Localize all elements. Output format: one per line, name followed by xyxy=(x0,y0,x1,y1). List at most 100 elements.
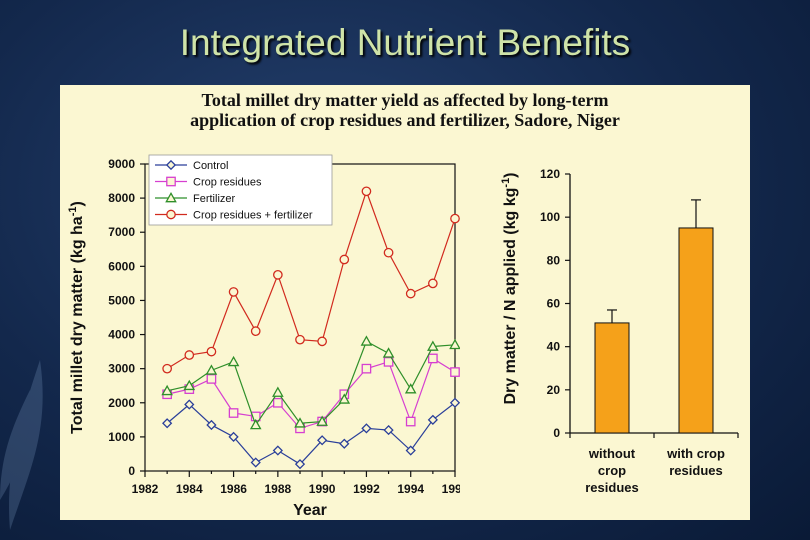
bar-chart-y-tick-label: 80 xyxy=(547,253,561,267)
legend-marker-fertilizer xyxy=(165,191,177,203)
bar-chart-y-tick-label: 40 xyxy=(547,340,561,354)
slide-title: Integrated Nutrient Benefits xyxy=(179,22,631,63)
bar-chart-y-tick-label: 20 xyxy=(547,383,561,397)
line-chart-y-tick-label: 4000 xyxy=(108,328,135,342)
data-point-control xyxy=(383,424,394,436)
bar-chart: 0 20 40 60 80 100 120 without crop residues with … xyxy=(500,167,739,495)
legend-label-crop_residues: Crop residues xyxy=(193,177,262,189)
data-point-control xyxy=(272,445,283,456)
data-point-crop_residues xyxy=(361,363,372,374)
series-line-crop_residues_fertilizer xyxy=(166,189,456,370)
bar-chart-y-label-end: ) xyxy=(502,172,519,177)
data-point-fertilizer xyxy=(272,386,284,397)
data-point-crop_residues xyxy=(450,367,460,377)
decorative-leaves xyxy=(0,360,43,530)
line-chart-y-tick-label: 7000 xyxy=(108,225,135,239)
line-chart-x-tick-label: 1992 xyxy=(353,482,380,496)
data-point-control xyxy=(405,445,416,456)
line-chart-y-tick-label: 1000 xyxy=(108,430,135,444)
data-point-crop_residues xyxy=(273,397,283,408)
data-point-crop_residues_fertilizer xyxy=(339,254,350,265)
data-point-fertilizer xyxy=(161,384,173,396)
data-point-crop_residues xyxy=(405,416,416,427)
data-point-fertilizer xyxy=(205,364,218,375)
data-point-control xyxy=(162,418,173,429)
legend-label-crop_residues_fertilizer: Crop residues + fertilizer xyxy=(193,210,313,222)
data-point-crop_residues_fertilizer xyxy=(295,334,305,345)
data-point-crop_residues_fertilizer xyxy=(162,363,172,374)
data-point-crop_residues_fertilizer xyxy=(383,247,394,258)
data-point-crop_residues_fertilizer xyxy=(361,186,372,197)
line-chart-x-tick-label: 1988 xyxy=(265,482,292,496)
series-line-fertilizer xyxy=(167,340,456,427)
legend-marker-crop_residues_fertilizer xyxy=(166,209,176,220)
data-point-crop_residues_fertilizer xyxy=(317,336,327,347)
line-chart-y-tick-label: 5000 xyxy=(108,293,135,307)
data-point-crop_residues_fertilizer xyxy=(273,270,283,280)
line-chart-x-tick-label: 1990 xyxy=(309,482,336,496)
legend-marker-crop_residues xyxy=(166,176,176,187)
data-point-control xyxy=(294,459,306,470)
line-chart-y-tick-label: 0 xyxy=(128,464,135,478)
data-point-fertilizer xyxy=(360,335,373,346)
data-point-fertilizer xyxy=(316,415,328,426)
bar-category-label-1: with crop xyxy=(666,446,725,461)
data-point-control xyxy=(206,419,217,431)
data-point-crop_residues xyxy=(228,408,239,418)
chart-panel: Total millet dry matter yield as affecte… xyxy=(60,85,750,520)
data-point-control xyxy=(184,399,195,410)
line-chart-y-label-sup: -1 xyxy=(67,207,79,217)
line-chart: 0 1000 2000 3000 4000 5000 6000 7000 8000 9000 19… xyxy=(67,154,460,519)
bar-chart-y-label-main: Dry matter / N applied (kg kg xyxy=(502,188,519,405)
line-chart-x-label: Year xyxy=(293,502,327,519)
line-chart-y-label-end: ) xyxy=(69,201,86,206)
line-chart-x-tick-label: 1982 xyxy=(132,482,159,496)
legend-label-fertilizer: Fertilizer xyxy=(193,193,236,205)
bar-chart-y-label: Dry matter / N applied (kg kg-1) xyxy=(500,172,519,404)
bar-chart-y-tick-label: 100 xyxy=(540,210,560,224)
line-chart-y-tick-label: 8000 xyxy=(108,191,135,205)
data-point-fertilizer xyxy=(404,383,417,394)
data-point-control xyxy=(250,457,261,468)
data-point-crop_residues_fertilizer xyxy=(206,346,217,357)
bar-category-label-1: residues xyxy=(669,463,722,478)
data-point-crop_residues_fertilizer xyxy=(228,287,239,297)
data-point-fertilizer xyxy=(227,355,240,367)
data-point-crop_residues_fertilizer xyxy=(250,326,261,336)
line-chart-y-label: Total millet dry matter (kg ha-1) xyxy=(67,201,86,434)
data-point-crop_residues_fertilizer xyxy=(184,350,195,360)
data-point-fertilizer xyxy=(449,338,460,350)
line-chart-x-tick-label: 1986 xyxy=(220,482,247,496)
bar-chart-y-tick-label: 0 xyxy=(553,426,560,440)
line-chart-x-tick-label: 1994 xyxy=(397,482,424,496)
bar-category-label-0: crop xyxy=(598,463,626,478)
series-line-crop_residues xyxy=(167,357,456,430)
data-point-control xyxy=(427,414,438,425)
line-chart-y-tick-label: 9000 xyxy=(108,157,135,171)
bar-chart-y-label-sup: -1 xyxy=(500,178,512,188)
line-chart-y-tick-label: 3000 xyxy=(108,362,135,376)
data-point-fertilizer xyxy=(427,340,439,351)
line-chart-x-tick-label: 1984 xyxy=(176,482,203,496)
data-point-fertilizer xyxy=(183,379,196,391)
legend-marker-control xyxy=(165,159,177,171)
data-point-fertilizer xyxy=(338,393,351,404)
data-point-crop_residues xyxy=(206,374,217,384)
data-point-control xyxy=(449,397,460,408)
chart-panel-title-line1: Total millet dry matter yield as affecte… xyxy=(201,90,609,110)
data-point-fertilizer xyxy=(249,418,262,430)
line-chart-y-label-main: Total millet dry matter (kg ha xyxy=(69,216,86,434)
chart-panel-title: Total millet dry matter yield as affecte… xyxy=(60,90,750,130)
data-point-crop_residues xyxy=(428,353,438,364)
bar-1 xyxy=(678,227,714,434)
bar-category-label-0: residues xyxy=(585,480,638,495)
data-point-crop_residues_fertilizer xyxy=(405,288,416,299)
bar-chart-y-tick-label: 120 xyxy=(540,167,560,181)
bar-chart-y-tick-label: 60 xyxy=(547,297,561,311)
data-point-fertilizer xyxy=(294,417,306,428)
data-point-control xyxy=(361,423,372,434)
data-point-fertilizer xyxy=(382,347,395,358)
bar-0 xyxy=(594,322,630,434)
data-point-crop_residues_fertilizer xyxy=(450,213,460,224)
data-point-control xyxy=(228,431,239,443)
